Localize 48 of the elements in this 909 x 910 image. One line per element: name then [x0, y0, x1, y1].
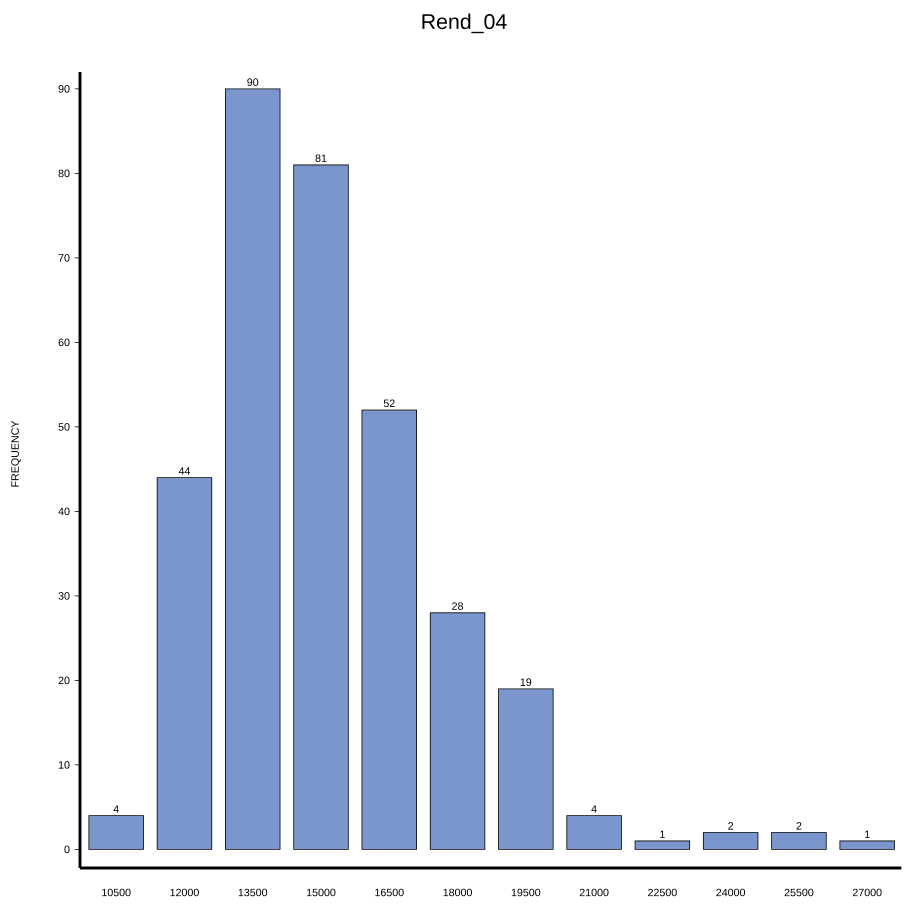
bar	[430, 612, 486, 850]
bar	[498, 688, 554, 850]
bar	[566, 815, 622, 850]
x-tick-label: 21000	[580, 888, 609, 896]
data-label: 28	[452, 602, 464, 610]
x-tick-label: 12000	[170, 888, 199, 896]
bar	[293, 164, 349, 850]
y-tick-label: 10	[58, 761, 70, 769]
y-tick-label: 40	[58, 508, 70, 516]
data-label: 4	[113, 805, 119, 813]
x-tick-label: 10500	[102, 888, 131, 896]
data-label: 4	[591, 805, 597, 813]
y-tick-label: 30	[58, 592, 70, 600]
x-tick-label: 16500	[375, 888, 404, 896]
data-label: 19	[520, 678, 532, 686]
data-label: 2	[728, 822, 734, 830]
x-tick-label: 25500	[784, 888, 814, 896]
data-label: 52	[384, 400, 395, 408]
data-label: 81	[316, 154, 326, 162]
y-tick-label: 70	[58, 254, 70, 262]
x-tick-label: 19500	[512, 888, 540, 896]
data-label: 90	[247, 78, 258, 86]
chart-title: Rend_04	[422, 13, 507, 34]
x-tick-label: 18000	[444, 888, 472, 896]
y-tick-label: 0	[64, 846, 70, 854]
x-tick-label: 24000	[716, 888, 746, 896]
y-tick-label: 80	[58, 170, 70, 178]
bar	[702, 832, 758, 850]
y-tick-label: 90	[58, 85, 70, 93]
y-tick-label: 60	[58, 338, 70, 346]
x-tick-label: 27000	[852, 888, 882, 896]
data-label: 1	[660, 830, 665, 838]
bar	[839, 840, 895, 850]
y-tick-label: 50	[58, 423, 70, 431]
x-tick-label: 22500	[648, 888, 677, 896]
x-tick-label: 15000	[306, 888, 336, 896]
data-label: 1	[865, 830, 870, 838]
y-axis-title: FREQUENCY	[11, 420, 21, 487]
y-tick-label: 20	[58, 676, 70, 684]
bar	[771, 832, 827, 850]
bar	[88, 815, 144, 850]
bar	[156, 477, 212, 850]
data-label: 2	[796, 822, 802, 830]
bar	[362, 410, 417, 850]
bar	[634, 840, 690, 850]
data-label: 44	[178, 467, 190, 475]
bar	[225, 88, 280, 850]
x-tick-label: 13500	[238, 888, 268, 896]
